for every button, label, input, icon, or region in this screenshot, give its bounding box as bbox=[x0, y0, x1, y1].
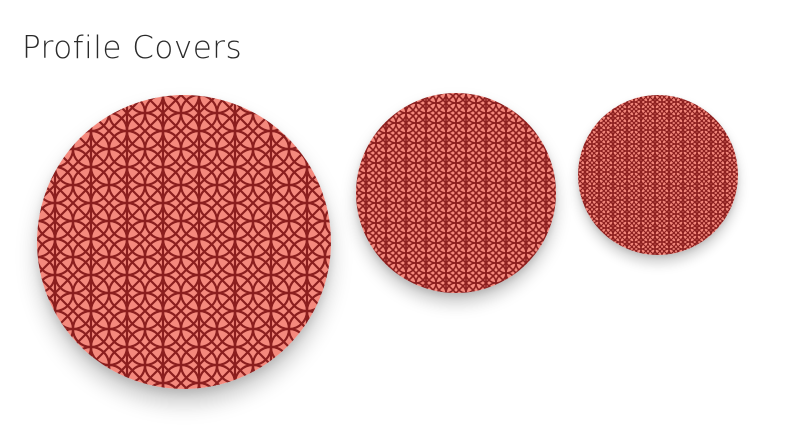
profile-cover-medium[interactable] bbox=[356, 93, 556, 293]
profile-cover-large[interactable] bbox=[37, 95, 331, 389]
cover-pattern-medium bbox=[356, 93, 556, 293]
cover-pattern-small bbox=[578, 95, 738, 255]
profile-cover-small[interactable] bbox=[578, 95, 738, 255]
cover-pattern-large bbox=[37, 95, 331, 389]
page-title: Profile Covers bbox=[22, 30, 243, 66]
